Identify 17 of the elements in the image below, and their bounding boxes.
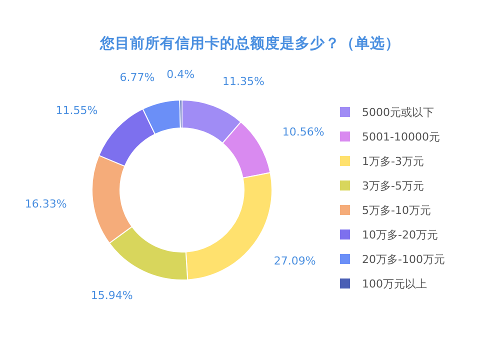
- legend-label: 3万多-5万元: [362, 179, 424, 192]
- legend-label: 5000元或以下: [362, 106, 434, 119]
- data-label: 27.09%: [274, 254, 316, 268]
- legend-label: 10万多-20万元: [362, 228, 438, 242]
- data-label: 6.77%: [120, 71, 155, 84]
- data-label: 11.35%: [222, 75, 264, 88]
- legend-label: 1万多-3万元: [362, 154, 424, 168]
- data-label: 11.55%: [56, 104, 98, 118]
- data-label: 15.94%: [90, 288, 133, 302]
- legend-label: 5001-10000元: [362, 130, 440, 144]
- chart-title: 您目前所有信用卡的总额度是多少？（单选）: [99, 34, 400, 52]
- legend-label: 5万多-10万元: [362, 204, 431, 217]
- legend-label: 20万多-100万元: [362, 252, 445, 266]
- data-label: 16.33%: [24, 198, 67, 211]
- legend-label: 100万元以上: [362, 277, 427, 290]
- data-label: 0.4%: [166, 68, 195, 81]
- data-label: 10.56%: [282, 126, 324, 139]
